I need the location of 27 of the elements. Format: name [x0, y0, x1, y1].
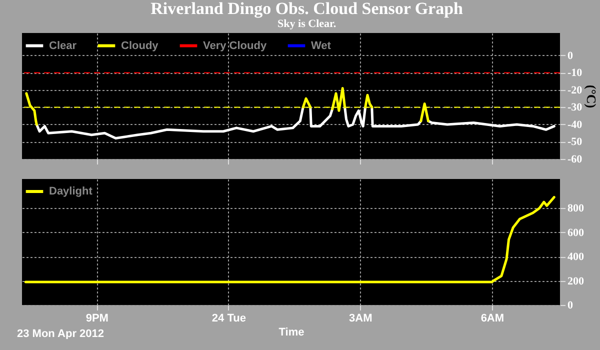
y-tick-label: 200 [568, 275, 584, 288]
y-tick-label: -60 [568, 154, 583, 166]
legend-label: Cloudy [121, 40, 160, 52]
y-tick-label: 0 [568, 50, 574, 62]
chart-title: Riverland Dingo Obs. Cloud Sensor Graph [150, 0, 464, 18]
text: 23 Mon Apr 2012 [17, 328, 104, 340]
x-tick-label: 9PM [86, 312, 108, 324]
y-tick-label: -50 [568, 136, 583, 148]
x-tick-label: 24 Tue [212, 312, 246, 324]
y-tick-label: 400 [568, 251, 584, 264]
line-series [24, 196, 556, 284]
y-tick-label: 800 [568, 202, 584, 215]
x-tick-label: 3AM [349, 312, 372, 324]
y-tick-label: -10 [568, 67, 583, 80]
y-tick-label: -40 [568, 118, 583, 131]
legend-label: Daylight [49, 186, 93, 198]
y-tick-label: 600 [568, 226, 584, 239]
legend-label: Clear [49, 40, 78, 52]
y-tick-label: 0 [568, 300, 574, 312]
y-tick-label: -30 [568, 102, 583, 114]
chart-subtitle: Sky is Clear. [278, 18, 336, 30]
y-tick-label: -20 [568, 84, 583, 96]
x-tick-label: 6AM [480, 312, 504, 324]
y-axis-title: (°C) [584, 84, 600, 108]
legend-label: Very Cloudy [203, 40, 268, 52]
x-axis-title: Time [278, 326, 304, 338]
legend-label: Wet [311, 40, 332, 52]
